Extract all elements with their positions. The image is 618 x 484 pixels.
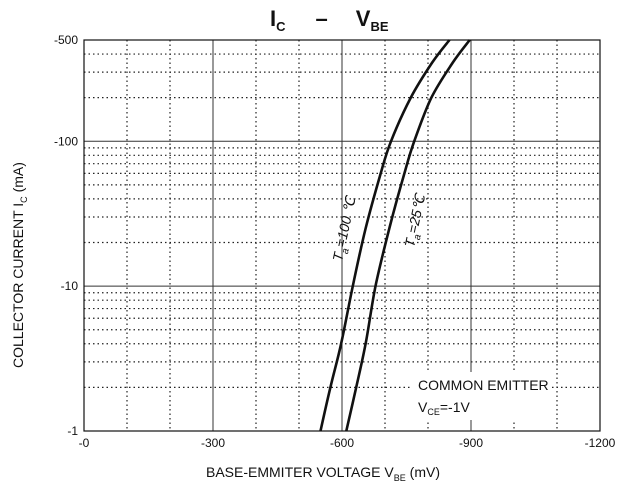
title-vbe-sub: BE — [370, 19, 388, 34]
y-tick-label: -1 — [67, 424, 78, 438]
series1-label-value: =100 ℃ — [332, 193, 359, 249]
y-tick-label: -10 — [61, 279, 79, 293]
curves-group — [319, 39, 471, 432]
series2-label-value: =25℃ — [404, 191, 428, 235]
chart-title: IC – VBE — [270, 6, 389, 34]
x-tick-label: -900 — [459, 436, 483, 450]
series-line-ta-100c — [319, 39, 451, 432]
x-tick-label: -600 — [330, 436, 354, 450]
x-tick-label: -1200 — [585, 436, 616, 450]
annotation-vce-value: =-1V — [440, 399, 471, 415]
x-tick-label: -0 — [79, 436, 90, 450]
plot-frame — [83, 39, 601, 432]
y-tick-label: -100 — [54, 134, 78, 148]
x-axis-label-unit: (mV) — [406, 464, 440, 480]
x-axis-label: BASE-EMMITER VOLTAGE VBE (mV) — [206, 464, 440, 483]
series-line-ta-25c — [345, 39, 471, 432]
major-grid — [84, 40, 600, 431]
annotation-line1: COMMON EMITTER — [418, 377, 549, 393]
series2-label-sub: a — [412, 233, 424, 241]
title-ic-main: I — [270, 6, 276, 31]
y-axis-label-unit: (mA) — [10, 162, 26, 196]
x-axis-label-main: BASE-EMMITER VOLTAGE V — [206, 464, 394, 480]
x-axis-label-sub: BE — [394, 473, 406, 483]
y-tick-label: -500 — [54, 33, 78, 47]
title-vbe-main: V — [356, 6, 371, 31]
y-tick-labels: -1 -10 -100 -500 — [54, 33, 78, 438]
title-ic-sub: C — [276, 19, 286, 34]
y-axis-label-sub: C — [19, 196, 29, 203]
annotation-vce-sub: CE — [427, 407, 440, 417]
annotation-background — [410, 372, 550, 420]
annotation-line2: VCE=-1V — [418, 399, 470, 417]
x-tick-labels: -0 -300 -600 -900 -1200 — [79, 436, 616, 450]
x-tick-label: -300 — [201, 436, 225, 450]
title-dash: – — [316, 6, 328, 31]
series-label-100c: Ta=100 ℃ — [329, 193, 363, 263]
y-axis-label: COLLECTOR CURRENT IC (mA) — [10, 162, 29, 368]
annotation-vce-main: V — [418, 399, 428, 415]
series1-label-sub: a — [340, 247, 352, 255]
y-axis-label-main: COLLECTOR CURRENT I — [10, 203, 26, 368]
